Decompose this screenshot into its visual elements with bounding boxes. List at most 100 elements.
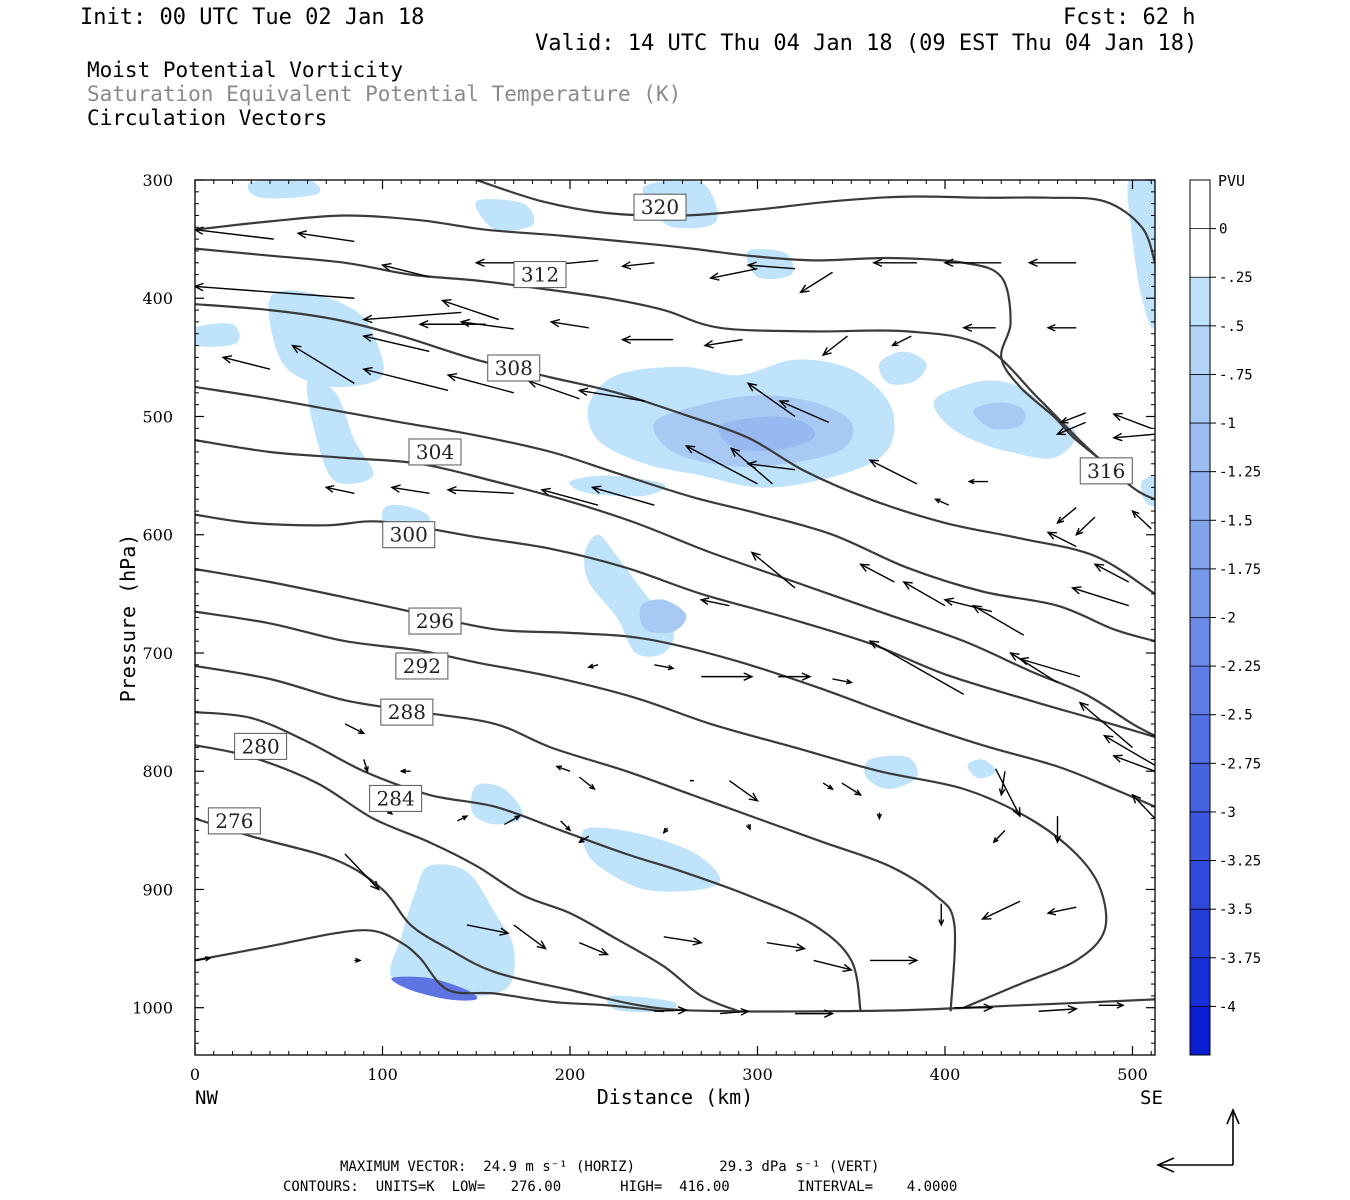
circulation-vector (390, 484, 430, 495)
circulation-vector (766, 941, 807, 952)
circulation-vector (872, 258, 917, 268)
circulation-vector (1102, 734, 1155, 766)
circulation-vector (750, 551, 796, 589)
contour-line-316 (195, 247, 1155, 501)
circulation-vector (699, 597, 730, 607)
circulation-vector (943, 597, 993, 613)
colorbar-swatch (1190, 763, 1210, 813)
circulation-vector (654, 664, 675, 671)
circulation-vector (1046, 531, 1077, 548)
circulation-vector (296, 230, 355, 243)
circulation-vector (1055, 421, 1086, 436)
contour-label-320: 320 (633, 193, 687, 221)
circulation-vector (890, 335, 912, 347)
field-title-vectors: Circulation Vectors (87, 106, 327, 130)
contour-line-296 (195, 567, 1155, 808)
pv-region-22 (746, 248, 794, 279)
circulation-vector (832, 678, 853, 685)
circulation-vector (938, 903, 945, 927)
pv-region-18 (1127, 180, 1155, 329)
circulation-vector (549, 318, 589, 329)
circulation-vector (1038, 1005, 1079, 1014)
contour-label-280: 280 (234, 732, 288, 760)
y-tick-label: 900 (142, 880, 173, 899)
colorbar-label: 0 (1219, 222, 1227, 238)
circulation-vector (745, 824, 751, 831)
circulation-vector (821, 335, 848, 357)
valid-time: Valid: 14 UTC Thu 04 Jan 18 (09 EST Thu … (535, 31, 1197, 56)
svg-text:300: 300 (390, 523, 428, 547)
circulation-vector (778, 400, 830, 424)
circulation-vector (971, 604, 1025, 636)
x-tick-label: 400 (930, 1065, 961, 1084)
circulation-vector (934, 498, 950, 506)
circulation-vector (446, 373, 514, 394)
y-tick-label: 1000 (132, 999, 173, 1018)
circulation-vector (587, 663, 599, 669)
svg-text:284: 284 (377, 786, 415, 810)
pv-region-6 (268, 290, 384, 388)
circulation-vector (1018, 657, 1081, 678)
colorbar-swatch (1190, 957, 1210, 1007)
circulation-vector (560, 820, 572, 832)
pv-region-2 (718, 416, 816, 452)
pv-region-20 (475, 199, 535, 232)
x-end-label-se: SE (1140, 1087, 1163, 1109)
circulation-vector (1059, 412, 1086, 424)
circulation-vector (868, 640, 965, 695)
circulation-vector (363, 759, 369, 773)
circulation-vector (1098, 1001, 1125, 1009)
pv-region-5 (878, 351, 927, 385)
circulation-vector (663, 936, 704, 946)
pv-region-14 (581, 827, 721, 892)
x-axis-title: Distance (km) (597, 1085, 754, 1109)
circulation-vector (708, 267, 758, 281)
colorbar-swatch (1190, 228, 1210, 278)
colorbar-swatch (1190, 811, 1210, 862)
contour-line-324 (475, 180, 1155, 264)
circulation-vector (459, 318, 514, 330)
circulation-vector (440, 299, 499, 321)
contour-line-304 (195, 439, 1155, 737)
pv-region-7 (306, 378, 374, 485)
x-tick-label: 500 (1117, 1065, 1148, 1084)
circulation-vector (474, 258, 518, 268)
circulation-vector (992, 829, 1006, 844)
pv-region-10 (639, 599, 687, 634)
pv-region-13 (391, 976, 478, 1001)
colorbar-label: -4 (1219, 999, 1236, 1015)
circulation-vector (466, 924, 510, 936)
pv-region-17 (967, 759, 996, 779)
colorbar-swatch (1190, 325, 1210, 375)
colorbar-label: -.25 (1219, 270, 1253, 286)
pv-region-16 (864, 755, 918, 789)
contour-line-276 (195, 817, 1155, 1013)
circulation-vector (654, 1006, 689, 1015)
contour-label-312: 312 (513, 261, 567, 289)
circulation-vector (746, 261, 796, 271)
circulation-vector (380, 262, 430, 278)
svg-text:316: 316 (1087, 459, 1125, 483)
y-axis-title: Pressure (hPa) (116, 534, 140, 703)
circulation-vector (577, 387, 646, 402)
circulation-vector (354, 957, 362, 964)
contour-label-300: 300 (382, 521, 436, 549)
y-tick-label: 400 (142, 289, 173, 308)
colorbar-label: -3.75 (1219, 951, 1261, 967)
pv-region-9 (584, 534, 674, 657)
circulation-vector (579, 942, 610, 956)
circulation-vector (1046, 906, 1077, 916)
circulation-vector (513, 924, 547, 950)
circulation-vector (746, 382, 796, 418)
field-title-theta-es: Saturation Equivalent Potential Temperat… (87, 82, 681, 106)
colorbar: 0 -.25 -.5 -.75 -1 -1.25 -1.5 -1.75 -2 -2.25 -2.5 -… (1189, 179, 1261, 1056)
colorbar-label: -2.25 (1219, 659, 1261, 675)
circulation-vector (324, 485, 355, 495)
circulation-vector (1131, 509, 1152, 530)
circulation-vector (195, 226, 274, 240)
contour-label-layer: 276 280 284 288 292 296 300 304 308 312 316 320 (207, 193, 1133, 835)
x-tick-label: 300 (742, 1065, 773, 1084)
colorbar-swatch (1190, 180, 1210, 230)
circulation-vector (962, 323, 996, 333)
